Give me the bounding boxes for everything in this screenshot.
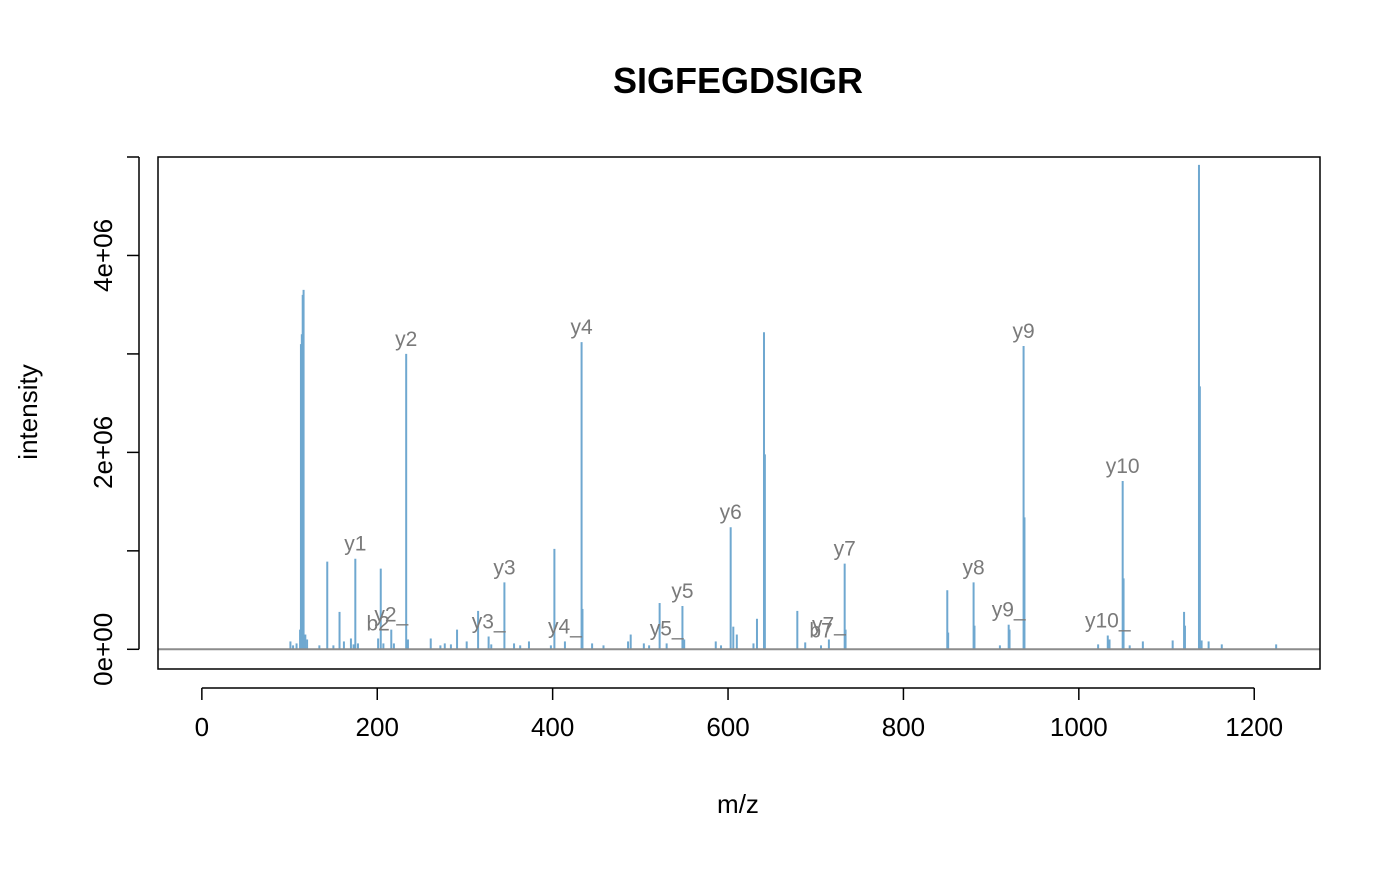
ion-label: y3 (493, 556, 515, 579)
ion-label: y7 (834, 538, 856, 561)
y-axis-label: intensity (13, 364, 43, 459)
ion-label: y9 (1012, 320, 1034, 343)
x-axis: 0 200 400 600 800 1000 1200 (195, 687, 1283, 742)
ion-label: y4_ (548, 615, 582, 638)
ion-labels-layer: y1 y2 y2_b2 y3 y3_ y4 y4_ y5 y5_ y6 y7 y7_b7 y8 y9 y9_… (344, 316, 1139, 642)
x-tick-label: 0 (195, 712, 209, 742)
ion-label: y1 (344, 533, 366, 556)
y-axis: 0e+00 2e+06 4e+06 (88, 156, 140, 686)
ion-label: y5 (671, 580, 693, 603)
ion-label: y2 (395, 328, 417, 351)
x-axis-label: m/z (717, 789, 759, 819)
ion-label: y9_ (992, 599, 1026, 622)
y-tick-label: 0e+00 (88, 613, 118, 686)
ion-label: y8 (962, 556, 984, 579)
peaks-layer (289, 164, 1278, 650)
ion-label: y5_ (650, 617, 684, 640)
ion-label: y3_ (472, 611, 506, 634)
ion-label: y7_ (812, 613, 846, 636)
ion-label: y10_ (1085, 610, 1131, 633)
ion-label: y2_ (374, 604, 408, 627)
x-tick-label: 600 (706, 712, 749, 742)
x-tick-label: 800 (882, 712, 925, 742)
y-tick-label: 2e+06 (88, 416, 118, 489)
x-tick-label: 400 (531, 712, 574, 742)
x-tick-label: 1000 (1050, 712, 1108, 742)
ion-label: y4 (570, 316, 593, 339)
ion-label: b7 (809, 619, 832, 642)
ion-label: y6 (720, 501, 742, 524)
x-tick-label: 200 (356, 712, 399, 742)
y-tick-label: 4e+06 (88, 219, 118, 292)
chart-title: SIGFEGDSIGR (613, 60, 863, 101)
ion-label: b2 (366, 612, 389, 635)
x-tick-label: 1200 (1225, 712, 1283, 742)
plot-frame (157, 156, 1321, 670)
ion-label: y10 (1106, 455, 1140, 478)
